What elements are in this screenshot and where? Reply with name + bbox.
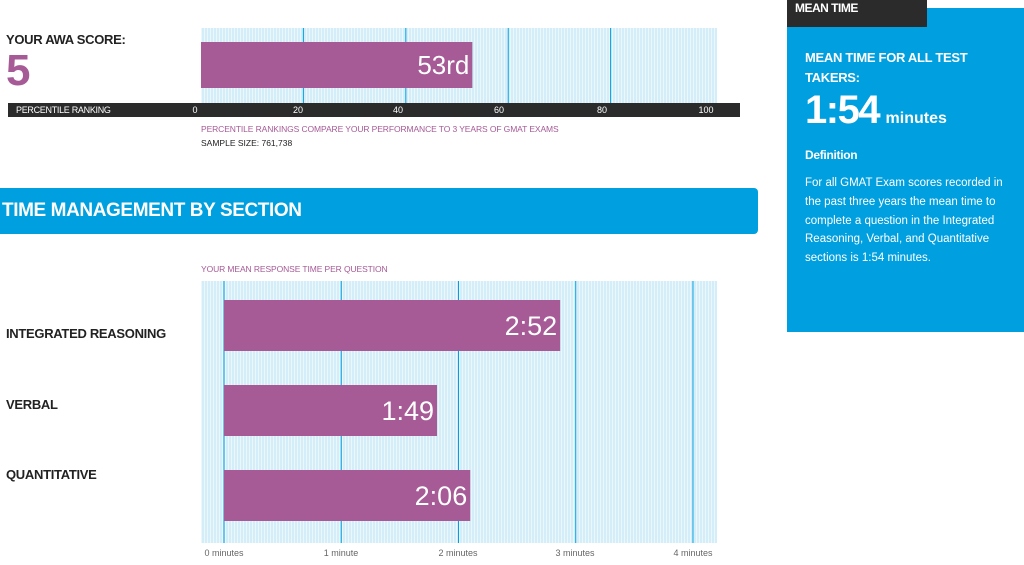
bar-quantitative bbox=[224, 470, 471, 521]
awa-score-label: YOUR AWA SCORE: bbox=[6, 32, 126, 47]
x-tick-label: 0 minutes bbox=[204, 548, 244, 558]
percentile-axis: PERCENTILE RANKING 0 20 40 60 80 100 bbox=[8, 103, 740, 117]
time-management-title: TIME MANAGEMENT BY SECTION bbox=[2, 200, 302, 221]
percentile-tick: 100 bbox=[698, 105, 714, 115]
percentile-tick: 80 bbox=[596, 105, 608, 115]
mean-time-panel: MEAN TIME FOR ALL TEST TAKERS: 1:54 minu… bbox=[787, 8, 1024, 332]
definition-title: Definition bbox=[805, 148, 858, 162]
mean-time-tab[interactable]: MEAN TIME bbox=[787, 0, 927, 27]
x-tick-label: 4 minutes bbox=[673, 548, 713, 558]
section-label-quantitative: QUANTITATIVE bbox=[6, 467, 97, 482]
bar-label-integrated-reasoning: 2:52 bbox=[505, 311, 558, 341]
bar-label-awa-percentile: 53rd bbox=[417, 50, 469, 80]
x-tick-label: 1 minute bbox=[323, 548, 359, 558]
percentile-tick: 60 bbox=[493, 105, 505, 115]
sample-size: SAMPLE SIZE: 761,738 bbox=[201, 138, 293, 148]
mean-time-heading: MEAN TIME FOR ALL TEST TAKERS: bbox=[805, 50, 968, 85]
percentile-tick: 0 bbox=[192, 105, 198, 115]
percentile-axis-title: PERCENTILE RANKING bbox=[16, 105, 111, 115]
bar-label-quantitative: 2:06 bbox=[415, 481, 468, 511]
awa-score-value: 5 bbox=[6, 46, 31, 95]
mean-time-value-row: 1:54 minutes bbox=[805, 88, 947, 133]
bar-verbal bbox=[224, 385, 438, 436]
mean-time-value: 1:54 bbox=[805, 88, 881, 132]
percentile-note: PERCENTILE RANKINGS COMPARE YOUR PERFORM… bbox=[201, 124, 559, 134]
bar-awa-percentile bbox=[201, 42, 473, 88]
mean-time-tab-label: MEAN TIME bbox=[795, 1, 858, 15]
mean-time-unit: minutes bbox=[885, 110, 947, 127]
bar-integrated-reasoning bbox=[224, 300, 561, 351]
percentile-tick: 40 bbox=[392, 105, 404, 115]
response-time-chart: 2:52 1:49 2:06 bbox=[201, 281, 717, 543]
section-label-integrated-reasoning: INTEGRATED REASONING bbox=[6, 326, 166, 341]
time-management-banner: TIME MANAGEMENT BY SECTION bbox=[0, 188, 758, 234]
definition-text: For all GMAT Exam scores recorded in the… bbox=[805, 177, 1003, 265]
section-label-verbal: VERBAL bbox=[6, 397, 58, 412]
percentile-tick: 20 bbox=[292, 105, 304, 115]
percentile-chart: 53rd bbox=[201, 28, 717, 103]
response-time-label: YOUR MEAN RESPONSE TIME PER QUESTION bbox=[201, 264, 388, 274]
x-tick-label: 2 minutes bbox=[438, 548, 478, 558]
bar-label-verbal: 1:49 bbox=[381, 396, 434, 426]
x-tick-label: 3 minutes bbox=[555, 548, 595, 558]
